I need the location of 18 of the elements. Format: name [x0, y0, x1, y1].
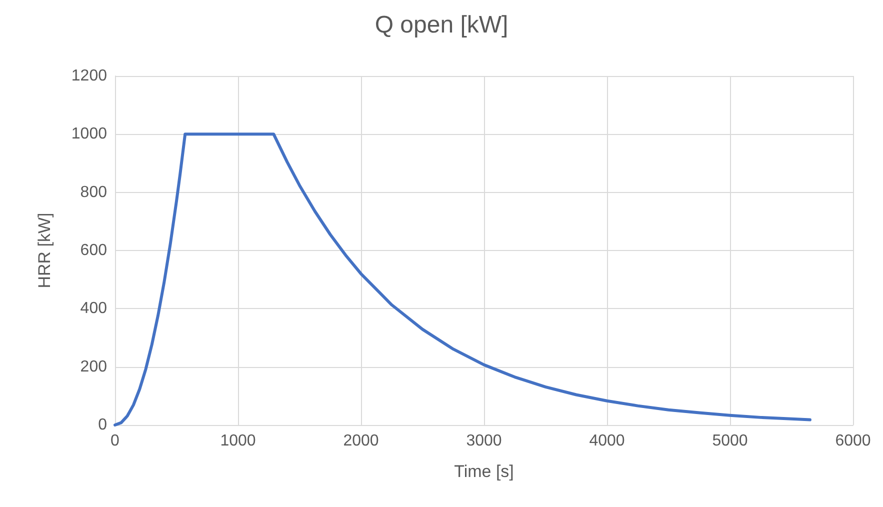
x-tick-label: 2000 — [343, 432, 379, 450]
y-tick-label: 1000 — [71, 126, 108, 143]
x-tick-label: 1000 — [220, 432, 256, 450]
x-tick-label: 0 — [110, 432, 120, 450]
y-tick-label: 1200 — [71, 68, 108, 84]
y-tick-label: 400 — [80, 300, 108, 318]
x-tick-label: 3000 — [466, 432, 502, 450]
x-axis-title: Time [s] — [454, 462, 514, 481]
y-axis-title: HRR [kW] — [35, 212, 54, 288]
y-tick-label: 0 — [98, 416, 108, 434]
y-tick-label: 800 — [80, 184, 108, 201]
chart-title: Q open [kW] — [374, 12, 508, 38]
x-tick-label: 6000 — [835, 432, 871, 450]
y-tick-label: 600 — [80, 242, 108, 259]
x-tick-label: 5000 — [712, 432, 748, 450]
y-tick-label: 200 — [80, 358, 108, 376]
x-tick-label: 4000 — [589, 432, 625, 450]
line-series — [114, 132, 812, 426]
